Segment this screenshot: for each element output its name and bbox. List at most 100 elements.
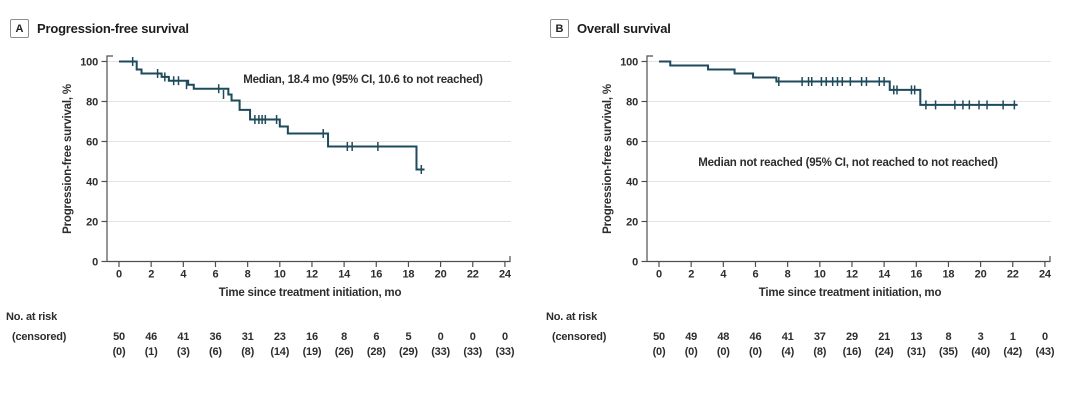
at-risk-table: No. at risk (censored) 50 (0) 49 (0) 48 (0) 46 (0… [546, 311, 1055, 358]
x-tick-label: 22 [1007, 269, 1019, 281]
x-tick-label: 20 [435, 269, 447, 281]
censored-value: (24) [875, 346, 894, 358]
censored-value: (43) [1036, 346, 1055, 358]
at-risk-value: 0 [470, 331, 476, 343]
at-risk-label: No. at risk [546, 311, 598, 323]
x-tick-label: 10 [814, 269, 826, 281]
y-tick-label: 40 [86, 176, 98, 188]
at-risk-table: No. at risk(censored) 50(0)46(1)41(3)36(6… [6, 311, 515, 358]
x-axis-line [647, 256, 1051, 263]
at-risk-value: 36 [210, 331, 222, 343]
at-risk-value: 23 [274, 331, 286, 343]
y-axis-title: Progression-free survival, % [602, 84, 614, 234]
x-tick-label: 18 [403, 269, 415, 281]
x-tick-label: 4 [180, 269, 187, 281]
censored-value: (6) [209, 346, 222, 358]
x-tick-label: 14 [338, 269, 351, 281]
x-tick-label: 24 [1039, 269, 1052, 281]
at-risk-value: 0 [1042, 331, 1048, 343]
at-risk-value: 41 [782, 331, 794, 343]
x-tick-label: 10 [274, 269, 286, 281]
at-risk-value: 41 [177, 331, 189, 343]
panel-letter-badge: B [550, 19, 569, 38]
at-risk-label: No. at risk [6, 311, 58, 323]
y-tick-label: 60 [86, 136, 98, 148]
x-tick-label: 4 [720, 269, 727, 281]
at-risk-value: 6 [373, 331, 379, 343]
x-tick-label: 24 [499, 269, 512, 281]
at-risk-value: 29 [846, 331, 858, 343]
censored-value: (33) [496, 346, 515, 358]
y-tick-label: 0 [632, 256, 638, 268]
at-risk-value: 5 [405, 331, 411, 343]
at-risk-value: 50 [113, 331, 125, 343]
x-tick-label: 20 [975, 269, 987, 281]
x-axis-title: Time since treatment initiation, mo [219, 287, 402, 299]
x-tick-label: 16 [910, 269, 922, 281]
x-tick-label: 12 [306, 269, 318, 281]
censor-marks [778, 77, 1016, 110]
censored-label: (censored) [12, 331, 67, 343]
median-annotation: Median, 18.4 mo (95% CI, 10.6 to not rea… [243, 74, 483, 86]
panel-a: A Progression-free survival 0 20 40 60 80 100… [6, 19, 515, 358]
y-tick-label: 60 [626, 136, 638, 148]
at-risk-value: 31 [242, 331, 254, 343]
panel-b: B Overall survival 0 20 40 60 80 100 0 2 4 6 8 10 12… [540, 0, 1080, 400]
at-risk-value: 16 [306, 331, 318, 343]
censored-value: (0) [749, 346, 762, 358]
at-risk-value: 49 [685, 331, 697, 343]
y-tick-label: 100 [620, 56, 638, 68]
panel-title: Overall survival [577, 21, 671, 36]
x-axis-title: Time since treatment initiation, mo [759, 287, 942, 299]
censored-value: (26) [335, 346, 354, 358]
x-tick-label: 18 [943, 269, 955, 281]
censored-value: (35) [939, 346, 958, 358]
gridlines [647, 61, 1051, 222]
at-risk-value: 8 [945, 331, 951, 343]
censored-value: (8) [813, 346, 826, 358]
y-tick-label: 100 [80, 56, 98, 68]
x-tick-label: 16 [370, 269, 382, 281]
y-axis-line [106, 55, 113, 262]
x-tick-label: 22 [467, 269, 479, 281]
x-tick-label: 6 [213, 269, 219, 281]
x-axis-line [107, 256, 511, 263]
at-risk-value: 13 [910, 331, 922, 343]
panel-b-header: B Overall survival [550, 19, 671, 38]
x-tick-label: 0 [116, 269, 122, 281]
censored-value: (4) [781, 346, 794, 358]
y-tick-label: 20 [86, 216, 98, 228]
x-tick-label: 12 [846, 269, 858, 281]
censored-value: (3) [177, 346, 190, 358]
at-risk-value: 0 [502, 331, 508, 343]
censored-value: (0) [653, 346, 666, 358]
at-risk-value: 50 [653, 331, 665, 343]
panel-title: Progression-free survival [37, 21, 189, 36]
censored-label: (censored) [552, 331, 607, 343]
censored-value: (0) [113, 346, 126, 358]
y-axis-line [646, 55, 653, 262]
y-tick-label: 20 [626, 216, 638, 228]
at-risk-value: 46 [145, 331, 157, 343]
censored-value: (42) [1003, 346, 1022, 358]
at-risk-value: 1 [1010, 331, 1016, 343]
censored-value: (8) [241, 346, 254, 358]
at-risk-value: 21 [878, 331, 890, 343]
x-tick-label: 0 [656, 269, 662, 281]
y-tick-label: 80 [86, 96, 98, 108]
x-tick-label: 14 [878, 269, 891, 281]
censored-value: (1) [145, 346, 158, 358]
y-axis-title: Progression-free survival, % [62, 84, 74, 234]
y-axis: 0 20 40 60 80 100 [80, 55, 113, 268]
x-tick-label: 8 [245, 269, 251, 281]
x-axis: 0 2 4 6 8 10 12 14 16 18 20 22 24 [647, 256, 1052, 281]
panel-a-header: A Progression-free survival [10, 19, 189, 38]
y-tick-label: 0 [92, 256, 98, 268]
censored-value: (16) [843, 346, 862, 358]
censored-value: (31) [907, 346, 926, 358]
at-risk-value: 0 [438, 331, 444, 343]
gridlines [107, 61, 511, 222]
